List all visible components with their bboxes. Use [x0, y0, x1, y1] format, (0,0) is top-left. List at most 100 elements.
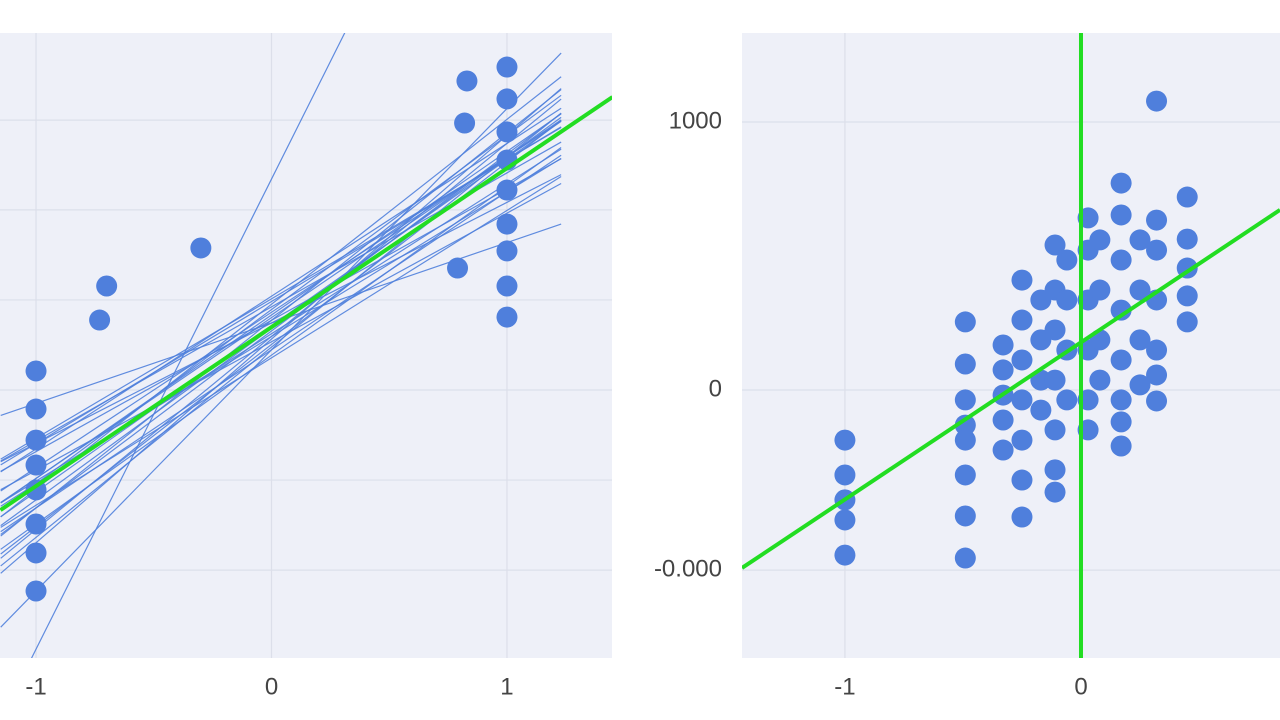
- data-point: [1044, 234, 1066, 256]
- data-point: [1089, 229, 1111, 251]
- bootstrap-line: [0, 158, 562, 472]
- data-point: [1176, 285, 1198, 307]
- data-point: [1011, 506, 1033, 528]
- data-point: [1011, 309, 1033, 331]
- data-point: [954, 353, 976, 375]
- data-point: [1110, 249, 1132, 271]
- data-point: [1044, 319, 1066, 341]
- data-point: [1146, 364, 1168, 386]
- data-point: [496, 179, 518, 201]
- bootstrap-line: [0, 94, 562, 511]
- panel: [742, 33, 1280, 658]
- plot-area: [0, 33, 612, 658]
- x-tick-label: -1: [25, 673, 46, 700]
- fit-line: [0, 95, 612, 512]
- data-point: [456, 70, 478, 92]
- data-point: [1011, 429, 1033, 451]
- data-point: [1011, 269, 1033, 291]
- data-point: [1056, 249, 1078, 271]
- bootstrap-line: [0, 76, 562, 518]
- data-point: [1030, 399, 1052, 421]
- data-point: [496, 121, 518, 143]
- data-point: [834, 509, 856, 531]
- data-point: [1011, 469, 1033, 491]
- data-point: [25, 398, 47, 420]
- data-point: [1011, 349, 1033, 371]
- data-point: [25, 454, 47, 476]
- data-point: [954, 505, 976, 527]
- data-point: [1011, 389, 1033, 411]
- data-point: [496, 306, 518, 328]
- x-tick-label: -1: [834, 673, 855, 700]
- panel: [0, 33, 612, 658]
- data-point: [25, 542, 47, 564]
- data-point: [1110, 435, 1132, 457]
- data-point: [954, 389, 976, 411]
- data-point: [496, 240, 518, 262]
- data-point: [954, 464, 976, 486]
- y-tick-label: 0: [709, 375, 722, 402]
- bootstrap-line: [30, 33, 346, 658]
- data-point: [25, 513, 47, 535]
- data-point: [96, 275, 118, 297]
- data-point: [954, 429, 976, 451]
- data-point: [1044, 419, 1066, 441]
- data-point: [834, 544, 856, 566]
- data-point: [1044, 369, 1066, 391]
- x-tick-label: 0: [265, 673, 278, 700]
- data-point: [992, 409, 1014, 431]
- bootstrap-line: [0, 52, 562, 628]
- fit-line: [742, 208, 1280, 570]
- data-point: [1056, 389, 1078, 411]
- data-point: [954, 414, 976, 436]
- data-point: [1129, 329, 1151, 351]
- data-point: [1146, 209, 1168, 231]
- data-point: [1146, 90, 1168, 112]
- data-point: [1110, 299, 1132, 321]
- data-point: [1044, 481, 1066, 503]
- data-point: [1110, 389, 1132, 411]
- x-tick-label: 0: [1074, 673, 1087, 700]
- data-point: [1176, 311, 1198, 333]
- data-point: [1146, 339, 1168, 361]
- data-point: [1089, 369, 1111, 391]
- data-point: [1176, 186, 1198, 208]
- data-point: [496, 275, 518, 297]
- data-point: [992, 334, 1014, 356]
- data-point: [992, 359, 1014, 381]
- data-point: [954, 547, 976, 569]
- data-point: [1056, 289, 1078, 311]
- y-tick-label: -0.000: [654, 555, 722, 582]
- data-point: [1129, 279, 1151, 301]
- data-point: [1146, 239, 1168, 261]
- data-point: [834, 464, 856, 486]
- bootstrap-line: [0, 120, 562, 492]
- y-tick-label: 1000: [669, 107, 722, 134]
- bootstrap-line: [0, 146, 562, 550]
- data-point: [496, 88, 518, 110]
- data-point: [1146, 390, 1168, 412]
- data-point: [447, 257, 469, 279]
- data-point: [89, 309, 111, 331]
- data-point: [25, 429, 47, 451]
- data-point: [1129, 229, 1151, 251]
- data-point: [834, 429, 856, 451]
- data-point: [25, 580, 47, 602]
- data-point: [1110, 204, 1132, 226]
- bootstrap-line: [0, 174, 562, 463]
- data-point: [1129, 374, 1151, 396]
- data-point: [1044, 459, 1066, 481]
- bootstrap-line: [0, 112, 562, 535]
- plot-background: [0, 33, 612, 658]
- bootstrap-line: [0, 176, 562, 528]
- data-point: [454, 112, 476, 134]
- data-point: [190, 237, 212, 259]
- data-point: [1176, 228, 1198, 250]
- data-point: [1110, 349, 1132, 371]
- plot-area: [742, 33, 1280, 658]
- data-point: [1089, 279, 1111, 301]
- data-point: [496, 56, 518, 78]
- data-point: [1110, 411, 1132, 433]
